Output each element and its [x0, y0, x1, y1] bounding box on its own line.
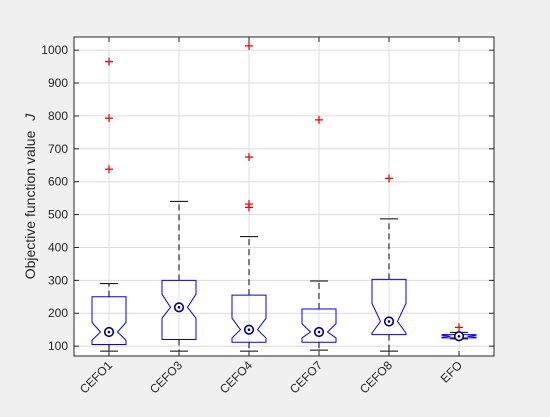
- y-tick-label: 800: [48, 109, 68, 123]
- grid-layer: [74, 37, 494, 356]
- median-marker-dot: [247, 328, 251, 331]
- median-marker-dot: [457, 334, 461, 338]
- plot-area: [74, 37, 494, 356]
- outlier-marker: [315, 115, 323, 124]
- median-marker-dot: [317, 330, 321, 334]
- box-group: [91, 57, 127, 352]
- outlier-marker: [105, 57, 113, 66]
- y-tick-label: 200: [48, 306, 68, 320]
- box-group: [231, 41, 267, 352]
- outlier-marker: [105, 114, 113, 123]
- outlier-marker: [455, 323, 463, 332]
- y-tick-label: 700: [48, 142, 68, 156]
- median-marker-dot: [177, 306, 181, 309]
- y-tick-label: 100: [48, 339, 68, 353]
- y-tick-label: 1000: [41, 43, 68, 57]
- box-group: [301, 115, 337, 351]
- notched-box: [161, 279, 197, 341]
- box-layer: [91, 41, 477, 352]
- notched-box: [231, 294, 267, 343]
- outlier-marker: [105, 165, 113, 174]
- box-group: [161, 200, 197, 352]
- outlier-marker: [385, 174, 393, 183]
- y-axis-title-symbol: J: [22, 113, 38, 122]
- y-tick-label: 600: [48, 175, 68, 189]
- median-marker-dot: [387, 320, 391, 323]
- outlier-marker: [245, 153, 253, 162]
- outlier-marker: [245, 203, 253, 212]
- notched-box: [441, 334, 477, 339]
- notched-box: [371, 278, 407, 336]
- notched-box: [91, 296, 127, 345]
- median-marker-dot: [107, 330, 111, 334]
- box-group: [441, 323, 477, 342]
- box-group: [371, 174, 407, 352]
- y-tick-label: 400: [48, 240, 68, 254]
- y-tick-label: 900: [48, 76, 68, 90]
- y-tick-label: 300: [48, 273, 68, 287]
- plot-frame: [73, 36, 495, 357]
- outlier-marker: [245, 41, 253, 50]
- y-axis-title-text: Objective function value: [22, 130, 38, 279]
- notched-box: [301, 308, 337, 343]
- y-axis-title: Objective function value J: [22, 113, 38, 280]
- y-tick-label: 500: [48, 208, 68, 222]
